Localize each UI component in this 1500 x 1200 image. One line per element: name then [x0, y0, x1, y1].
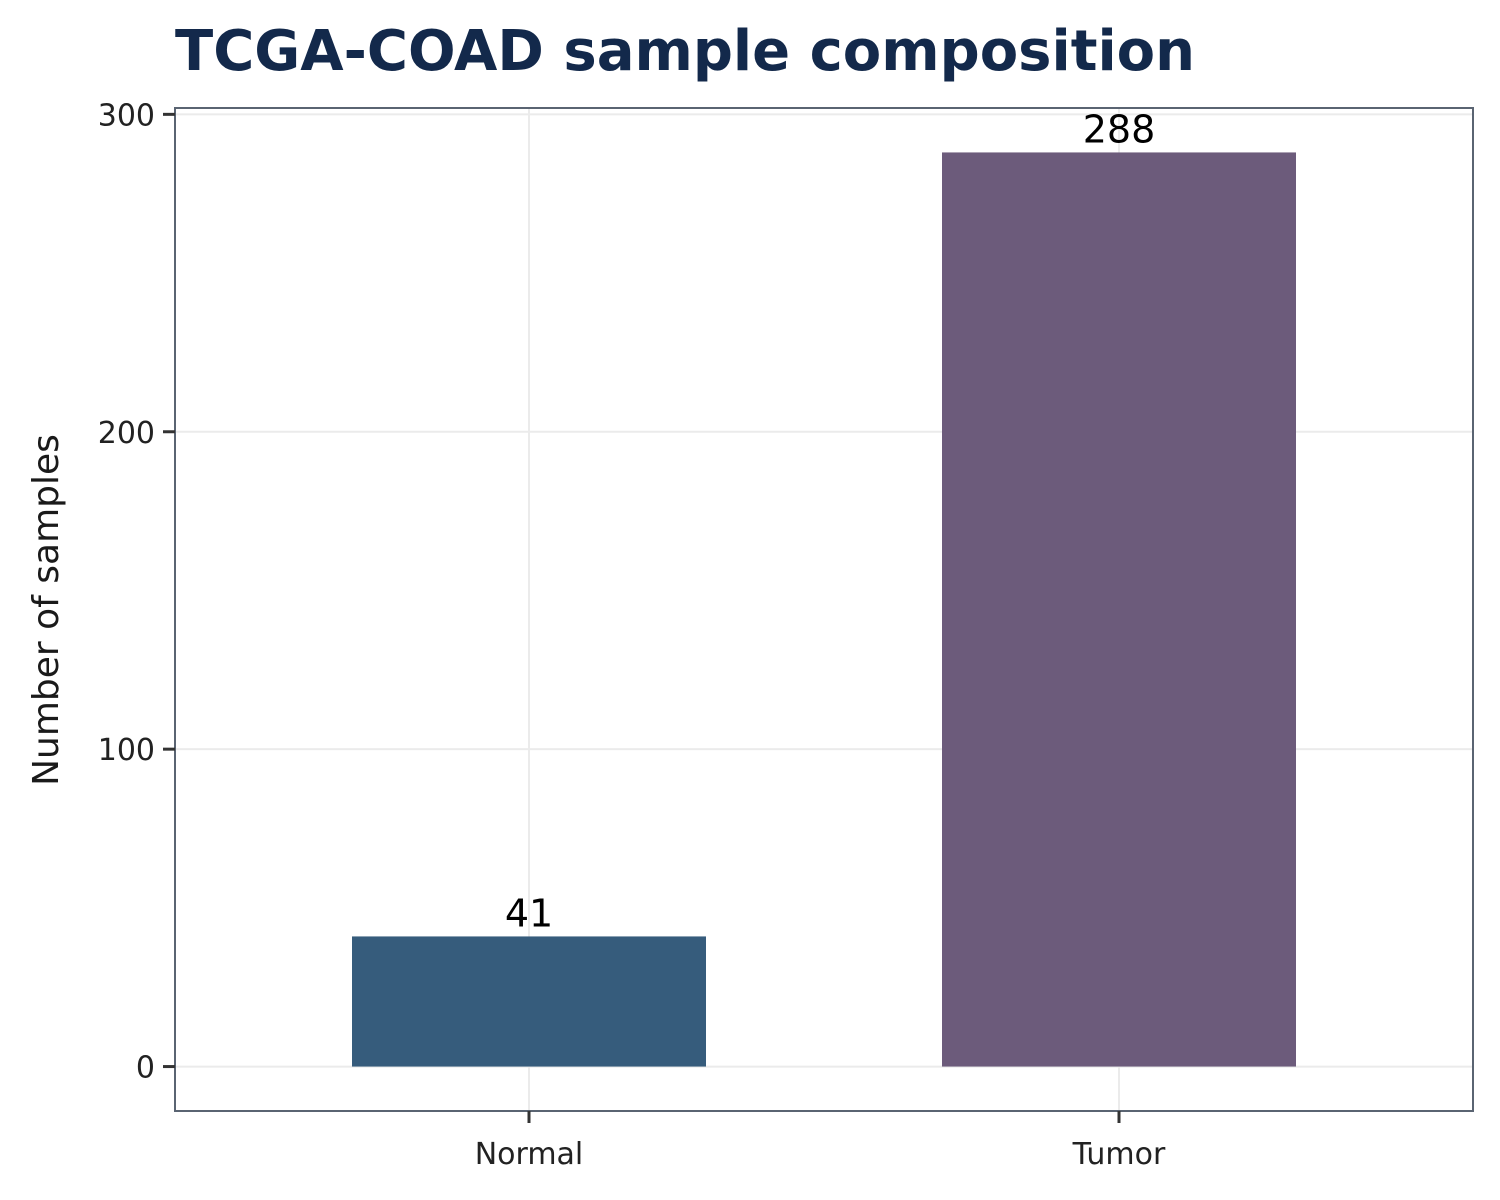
y-axis-title: Number of samples: [26, 434, 67, 786]
y-tick-label: 0: [136, 1051, 155, 1086]
bar-tumor: [942, 152, 1296, 1067]
y-tick-label: 100: [98, 733, 155, 768]
x-axis: Normal Tumor: [475, 1111, 1166, 1172]
y-tick-label: 300: [98, 98, 155, 133]
data-labels: 41 288: [505, 107, 1155, 935]
bars: [352, 152, 1296, 1067]
y-tick-label: 200: [98, 416, 155, 451]
data-label-normal: 41: [505, 891, 553, 935]
data-label-tumor: 288: [1083, 107, 1156, 151]
x-tick-label: Normal: [475, 1137, 584, 1172]
x-tick-label: Tumor: [1072, 1137, 1166, 1172]
y-axis: 0 100 200 300: [98, 98, 175, 1086]
plot-panel-border: [174, 107, 1474, 1112]
bar-normal: [352, 936, 706, 1067]
chart-title: TCGA-COAD sample composition: [175, 19, 1195, 84]
